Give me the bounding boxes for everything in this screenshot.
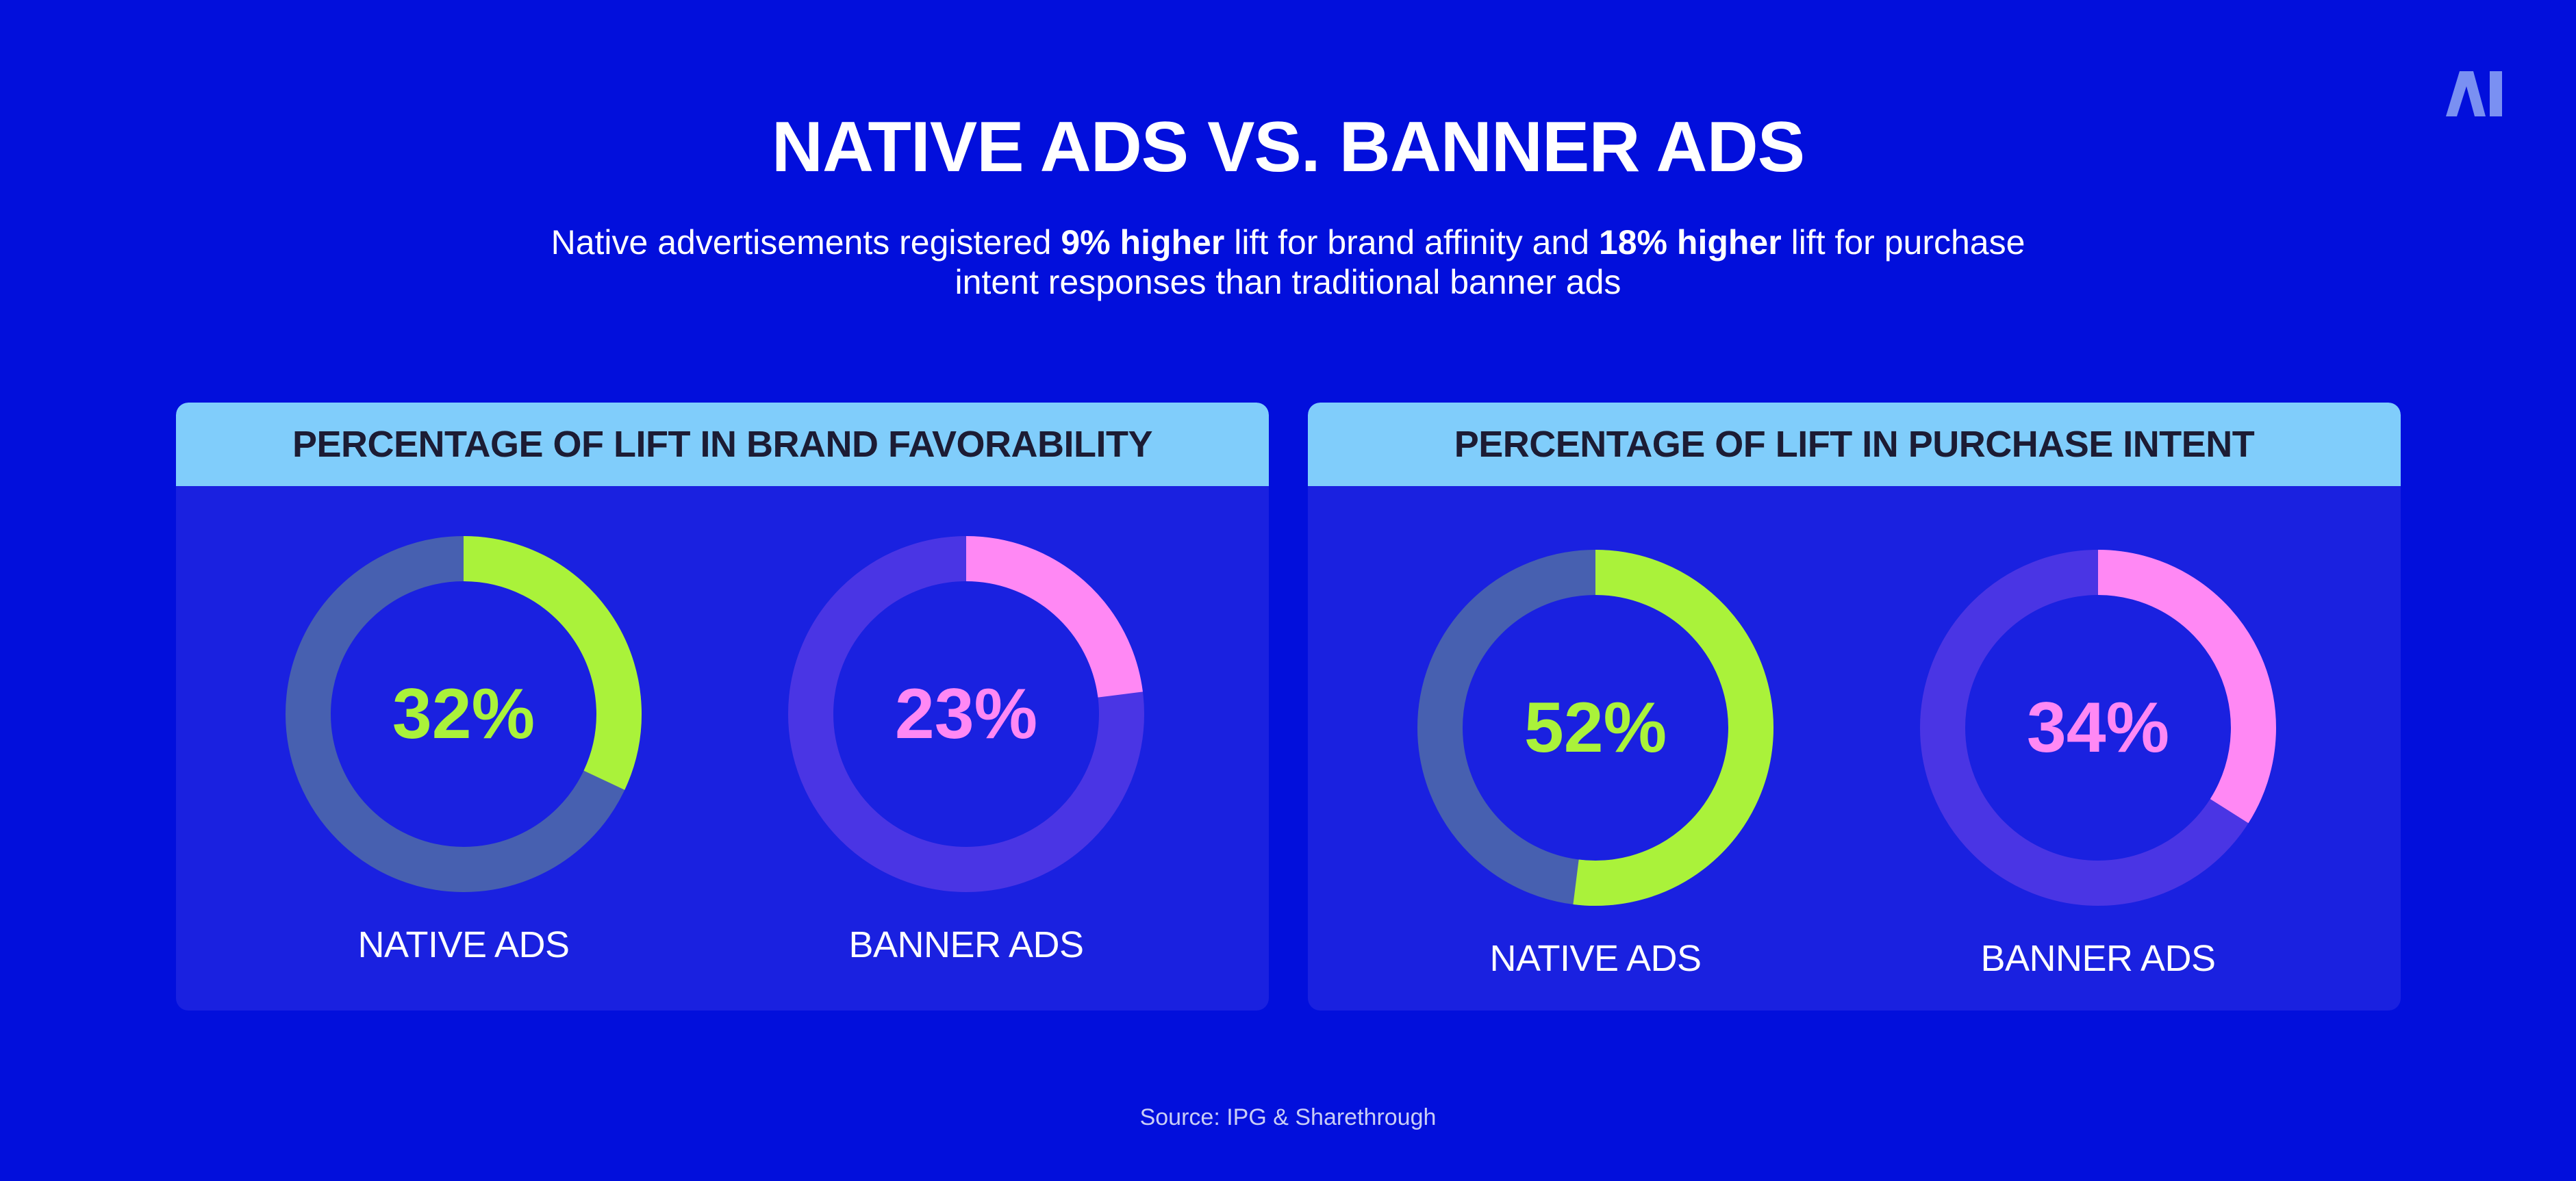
- donut-chart-native-purchase: 52%: [1417, 550, 1773, 906]
- donut-arc: [1573, 550, 1773, 906]
- subtitle-part: lift for brand affinity and: [1224, 223, 1599, 262]
- donut-arc: [965, 536, 1143, 698]
- donut-chart-native-brand: 32%: [286, 536, 642, 892]
- subtitle-highlight: 9% higher: [1061, 223, 1225, 262]
- source-caption: Source: IPG & Sharethrough: [1139, 1104, 1437, 1130]
- subtitle-highlight: 18% higher: [1598, 223, 1782, 262]
- panel-header: PERCENTAGE OF LIFT IN BRAND FAVORABILITY: [176, 403, 1269, 486]
- donut-chart-banner-brand: 23%: [788, 536, 1144, 892]
- page-title: NATIVE ADS VS. BANNER ADS: [771, 107, 1805, 187]
- purchase-intent-panel: PERCENTAGE OF LIFT IN PURCHASE INTENT 52…: [1308, 403, 2401, 1011]
- donut-arc: [463, 536, 642, 790]
- subtitle-part: lift for purchase intent responses than …: [955, 223, 2025, 301]
- panel-header: PERCENTAGE OF LIFT IN PURCHASE INTENT: [1308, 403, 2401, 486]
- donut-value-label: 32%: [392, 674, 535, 754]
- donut-value-label: 52%: [1524, 688, 1667, 767]
- donut-value-label: 34%: [2027, 688, 2169, 767]
- donut-value-label: 23%: [895, 674, 1037, 754]
- subtitle-part: Native advertisements registered: [551, 223, 1061, 262]
- donut-category-label: NATIVE ADS: [357, 924, 570, 965]
- donut-category-label: BANNER ADS: [848, 924, 1084, 965]
- brand-favorability-panel: PERCENTAGE OF LIFT IN BRAND FAVORABILITY…: [176, 403, 1269, 1011]
- donut-arc: [2097, 550, 2276, 824]
- donut-category-label: BANNER ADS: [1980, 938, 2216, 979]
- donut-category-label: NATIVE ADS: [1489, 938, 1702, 979]
- page-subtitle: Native advertisements registered 9% high…: [535, 223, 2041, 302]
- ai-logo-icon: [2446, 71, 2502, 116]
- donut-chart-banner-purchase: 34%: [1920, 550, 2276, 906]
